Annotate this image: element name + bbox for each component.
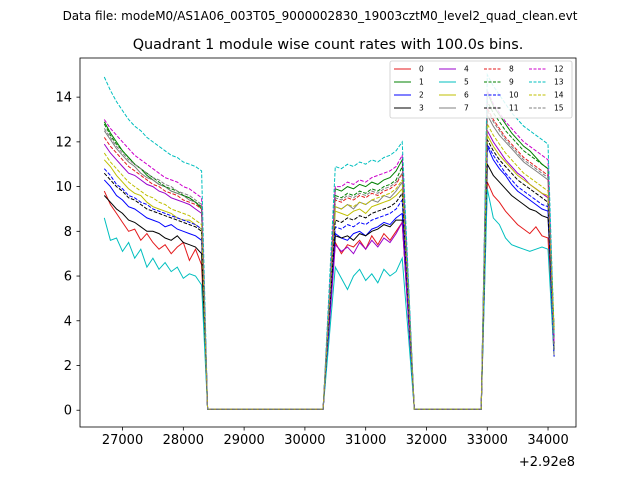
x-tick-label: 31000 <box>345 433 386 448</box>
series-line-2 <box>103 146 555 410</box>
x-tick-label: 27000 <box>102 433 143 448</box>
y-tick-label: 14 <box>55 91 72 106</box>
series-line-4 <box>103 128 555 410</box>
series-line-0 <box>103 181 555 410</box>
chart-title: Quadrant 1 module wise count rates with … <box>133 37 524 53</box>
axes-layer: 27000 28000 29000 30000 31000 32000 33000 34000… <box>55 57 577 448</box>
series-layer <box>103 72 555 410</box>
series-line-3 <box>103 162 555 410</box>
series-line-6 <box>103 133 555 410</box>
y-tick-label: 8 <box>64 225 72 240</box>
axes-frame <box>79 57 577 428</box>
legend-label-13: 13 <box>554 78 564 87</box>
legend-label-7: 7 <box>464 104 469 113</box>
series-line-9 <box>103 99 555 410</box>
y-tick-label: 6 <box>64 270 72 285</box>
x-tick-label: 32000 <box>406 433 447 448</box>
series-line-5 <box>103 188 555 410</box>
legend-label-8: 8 <box>509 65 514 74</box>
legend-label-12: 12 <box>554 65 564 74</box>
legend-label-2: 2 <box>419 91 424 100</box>
series-line-12 <box>103 90 555 410</box>
y-tick-label: 10 <box>55 180 72 195</box>
series-line-15 <box>103 108 555 410</box>
x-tick-label: 30000 <box>284 433 325 448</box>
x-tick-label: 34000 <box>527 433 568 448</box>
x-tick-label: 28000 <box>163 433 204 448</box>
series-line-11 <box>103 137 555 410</box>
x-tick-label: 33000 <box>467 433 508 448</box>
y-tick-label: 4 <box>64 314 72 329</box>
y-tick-label: 12 <box>55 135 72 150</box>
legend-label-10: 10 <box>509 91 519 100</box>
y-tick-label: 2 <box>64 359 72 374</box>
chart-suptitle: Data file: modeM0/AS1A06_003T05_90000028… <box>63 9 578 23</box>
legend-label-1: 1 <box>419 78 424 87</box>
series-line-1 <box>103 92 555 410</box>
series-line-8 <box>103 106 555 410</box>
legend-label-14: 14 <box>554 91 564 100</box>
legend-label-4: 4 <box>464 65 469 74</box>
legend-label-11: 11 <box>509 104 519 113</box>
legend-label-5: 5 <box>464 78 469 87</box>
x-axis-offset-label: +2.92e8 <box>519 455 575 470</box>
legend-label-0: 0 <box>419 65 424 74</box>
series-line-7 <box>103 113 555 410</box>
y-tick-label: 0 <box>64 404 72 419</box>
series-line-10 <box>103 142 555 410</box>
series-line-14 <box>103 122 555 410</box>
legend-label-3: 3 <box>419 104 424 113</box>
legend-label-9: 9 <box>509 78 514 87</box>
legend-box <box>389 60 573 119</box>
legend-label-15: 15 <box>554 104 564 113</box>
legend-label-6: 6 <box>464 91 469 100</box>
x-tick-label: 29000 <box>223 433 264 448</box>
